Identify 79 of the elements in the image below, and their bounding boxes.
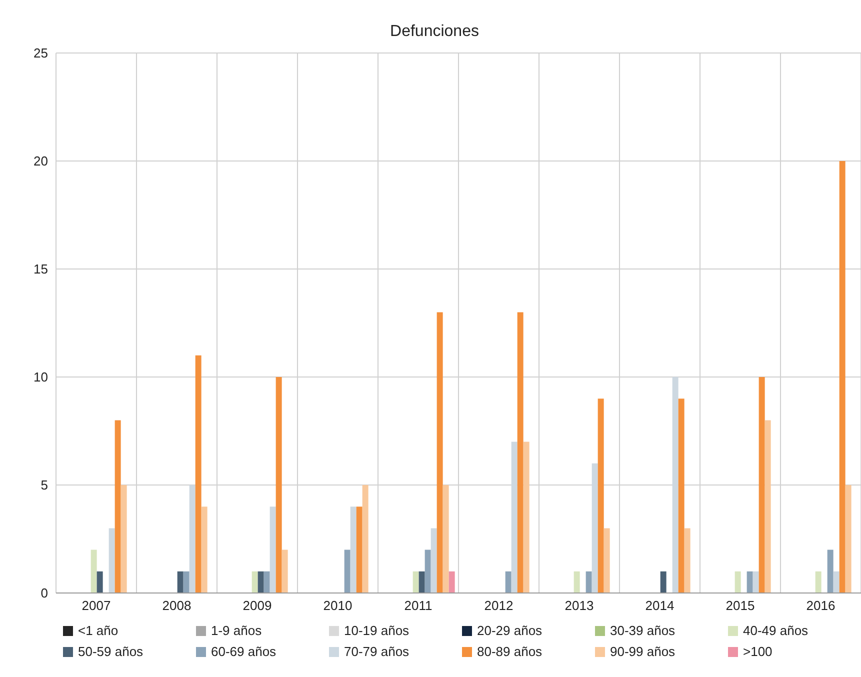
bar	[252, 571, 258, 593]
x-tick-label: 2015	[726, 598, 755, 614]
bar	[660, 571, 666, 593]
x-tick-label: 2009	[242, 598, 272, 614]
x-tick-label: 2011	[404, 598, 432, 614]
bar	[833, 571, 840, 593]
bar	[845, 485, 852, 593]
bar	[362, 485, 368, 593]
bar	[586, 571, 592, 593]
y-tick-label: 20	[34, 154, 48, 169]
bar	[511, 442, 518, 593]
y-tick-label: 10	[34, 370, 48, 385]
bar	[418, 571, 425, 593]
bar	[258, 571, 264, 593]
bar	[592, 463, 598, 593]
y-tick-label: 25	[34, 46, 48, 61]
bar	[839, 161, 846, 593]
legend-label: <1 año	[78, 623, 118, 638]
bar	[96, 571, 103, 593]
bar	[746, 571, 753, 593]
x-tick-label: 2014	[645, 598, 674, 614]
x-tick-label: 2012	[484, 598, 514, 614]
bar	[672, 377, 678, 593]
bar	[344, 550, 350, 593]
bar	[356, 506, 362, 593]
bar	[201, 506, 208, 593]
bar	[114, 420, 121, 593]
legend-label: 60-69 años	[211, 644, 276, 659]
legend-label: 80-89 años	[477, 644, 542, 659]
bar	[276, 377, 282, 593]
legend-label: 30-39 años	[610, 623, 676, 638]
bar	[505, 571, 512, 593]
chart-title: Defunciones	[390, 23, 479, 40]
bar	[598, 398, 604, 593]
bar	[430, 528, 437, 593]
x-tick-label: 2008	[162, 598, 192, 614]
bar	[350, 506, 356, 593]
bar	[442, 485, 449, 593]
bar	[827, 550, 834, 593]
x-tick-label: 2016	[806, 598, 836, 614]
legend-label: 10-19 años	[344, 623, 410, 638]
legend-label: 1-9 años	[211, 623, 262, 638]
legend-label: 40-49 años	[743, 623, 808, 638]
legend-label: 70-79 años	[344, 644, 410, 659]
bar	[517, 312, 524, 593]
bar	[177, 571, 184, 593]
bar	[758, 377, 765, 593]
bar	[90, 550, 97, 593]
legend-label: >100	[743, 644, 772, 659]
bar	[424, 550, 431, 593]
bar	[678, 398, 684, 593]
y-tick-label: 5	[40, 478, 48, 493]
bar	[270, 506, 276, 593]
x-tick-label: 2007	[82, 598, 111, 614]
legend-label: 90-99 años	[610, 644, 676, 659]
legend-label: 50-59 años	[78, 644, 144, 659]
bar	[183, 571, 190, 593]
bar	[108, 528, 115, 593]
bar	[189, 485, 196, 593]
bar	[282, 550, 288, 593]
bar	[195, 355, 202, 593]
bar	[523, 442, 530, 593]
y-tick-label: 0	[40, 586, 48, 601]
y-tick-label: 15	[34, 262, 48, 277]
bar	[684, 528, 690, 593]
bar	[412, 571, 419, 593]
bar	[436, 312, 443, 593]
bar	[734, 571, 741, 593]
x-tick-label: 2010	[323, 598, 352, 614]
bar	[448, 571, 455, 593]
bar	[574, 571, 580, 593]
bar	[120, 485, 127, 593]
bar	[264, 571, 270, 593]
legend-label: 20-29 años	[477, 623, 542, 638]
bar	[764, 420, 771, 593]
x-tick-label: 2013	[564, 598, 594, 614]
bar	[752, 571, 759, 593]
bar	[815, 571, 822, 593]
bar	[604, 528, 610, 593]
